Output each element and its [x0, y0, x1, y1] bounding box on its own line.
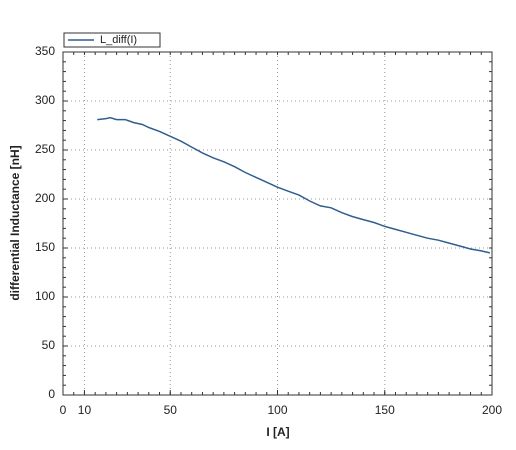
x-tick-label: 200: [482, 403, 502, 417]
y-tick-label: 250: [35, 142, 55, 156]
y-tick-label: 100: [35, 289, 55, 303]
legend-box: [63, 32, 161, 48]
y-tick-label: 300: [35, 93, 55, 107]
y-axis-title: differential Inductance [nH]: [8, 145, 22, 300]
data-line: [97, 116, 491, 254]
y-tick-label: 200: [35, 191, 55, 205]
x-tick-label: 50: [164, 403, 178, 417]
x-tick-label: 100: [267, 403, 287, 417]
legend-label: L_diff(I): [100, 34, 137, 46]
y-tick-label: 150: [35, 240, 55, 254]
y-tick-label: 350: [35, 44, 55, 58]
y-tick-label: 50: [42, 338, 56, 352]
x-axis-title: I [A]: [266, 425, 289, 439]
x-tick-label: 10: [78, 403, 92, 417]
x-tick-label: 150: [375, 403, 395, 417]
plot-frame: [62, 51, 493, 396]
x-tick-label: 0: [60, 403, 67, 417]
y-tick-label: 0: [48, 387, 55, 401]
